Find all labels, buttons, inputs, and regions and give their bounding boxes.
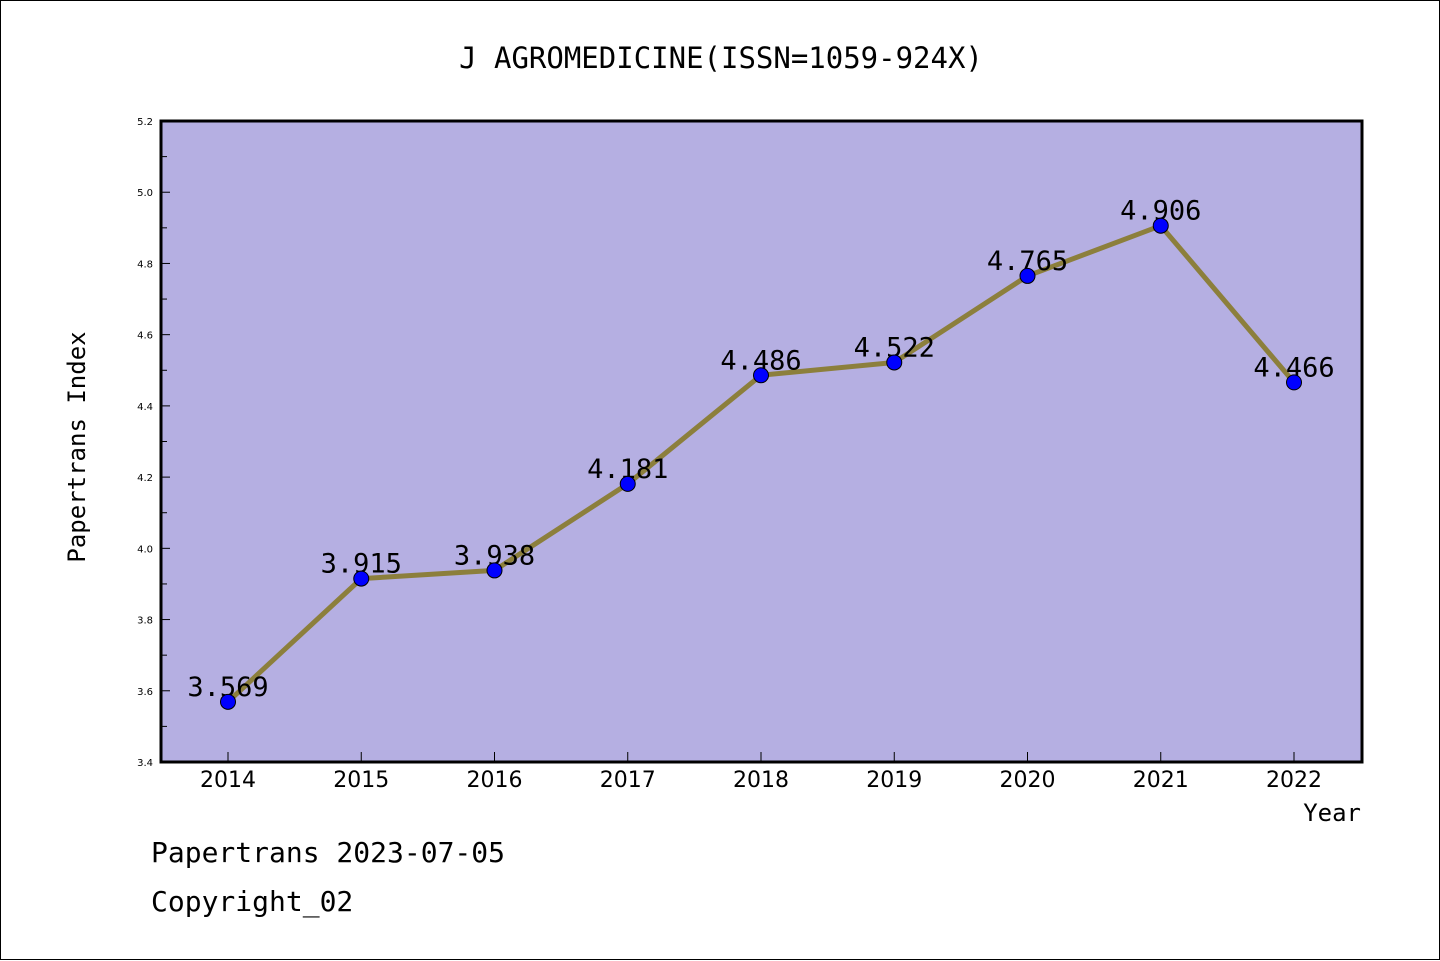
plot-border: [159, 119, 1364, 764]
x-tick-label: 2014: [200, 768, 256, 793]
y-tick-label: 4.2: [137, 473, 153, 484]
x-tick-label: 2019: [866, 768, 922, 793]
y-tick-label: 4.8: [137, 259, 153, 270]
x-tick-label: 2021: [1133, 768, 1189, 793]
data-point: [1019, 267, 1036, 284]
data-point: [886, 354, 903, 371]
y-tick-label: 4.6: [137, 331, 153, 342]
y-axis-tick-labels: 3.4 3.6 3.8 4.0 4.2 4.4 4.6 4.8 5.0 5.2: [137, 117, 153, 769]
y-tick-label: 4.4: [137, 402, 153, 413]
footer-copyright: Copyright_02: [151, 885, 354, 918]
x-axis-label: Year: [1303, 799, 1361, 827]
x-tick-label: 2022: [1266, 768, 1322, 793]
x-tick-label: 2015: [333, 768, 389, 793]
y-axis-label: Papertrans Index: [63, 331, 91, 562]
y-tick-label: 5.0: [137, 188, 153, 199]
x-tick-label: 2020: [1000, 768, 1056, 793]
data-point: [619, 475, 636, 492]
x-tick-label: 2018: [733, 768, 789, 793]
data-point: [486, 562, 503, 579]
chart-title: J AGROMEDICINE(ISSN=1059-924X): [459, 41, 983, 75]
x-axis-tick-labels: 2014 2015 2016 2017 2018 2019 2020 2021 2022: [200, 768, 1322, 793]
y-tick-label: 3.8: [137, 616, 153, 627]
data-point: [1152, 217, 1169, 234]
x-tick-label: 2016: [467, 768, 523, 793]
data-point: [1286, 374, 1302, 391]
y-tick-label: 4.0: [137, 544, 153, 555]
data-point: [753, 367, 769, 384]
y-tick-label: 3.6: [137, 687, 153, 698]
data-markers: [220, 217, 1302, 710]
data-point: [353, 570, 370, 587]
data-point: [220, 693, 236, 710]
y-tick-label: 5.2: [137, 117, 153, 128]
x-tick-label: 2017: [600, 768, 656, 793]
y-tick-label: 3.4: [137, 758, 153, 769]
footer-date: Papertrans 2023-07-05: [151, 836, 506, 869]
